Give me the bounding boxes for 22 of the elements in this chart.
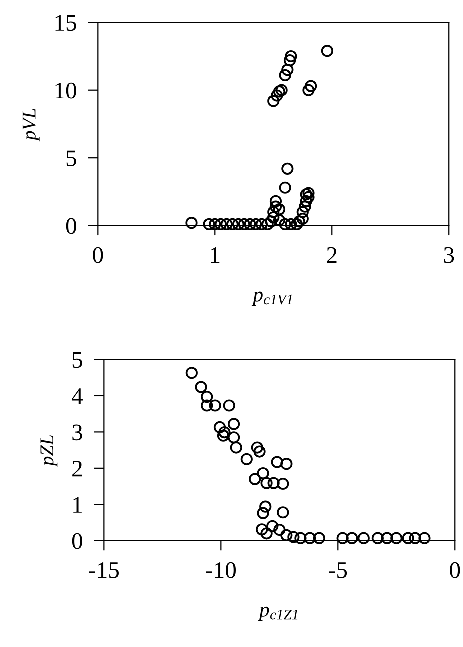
y-tick-label: 5: [66, 150, 76, 167]
x-tick-label: 0: [93, 247, 104, 264]
y-tick-label: 0: [66, 218, 76, 234]
x-tick-label: 2: [327, 247, 337, 264]
y-tick-label: 1: [74, 497, 82, 513]
x-tick-label: -10: [206, 562, 236, 578]
x-tick-label: -15: [89, 562, 119, 578]
y-axis-title: pZL: [40, 436, 58, 468]
y-tick-label: 4: [72, 388, 83, 404]
y-tick-label: 5: [72, 352, 82, 368]
y-axis-title: pVL: [22, 108, 40, 142]
y-tick-label: 0: [72, 533, 82, 550]
y-tick-label: 10: [56, 82, 76, 99]
x-tick-label: 3: [444, 247, 454, 264]
x-axis-title: p$_{c1V1}$: [252, 292, 292, 306]
x-tick-label: 0: [450, 562, 460, 578]
y-tick-label: 2: [72, 460, 82, 477]
y-tick-label: 3: [72, 424, 82, 441]
x-tick-label: -5: [329, 562, 348, 578]
x-tick-label: 1: [211, 247, 220, 264]
y-tick-label: 15: [56, 15, 76, 32]
x-axis-title: p$_{c1Z1}$: [258, 606, 298, 622]
